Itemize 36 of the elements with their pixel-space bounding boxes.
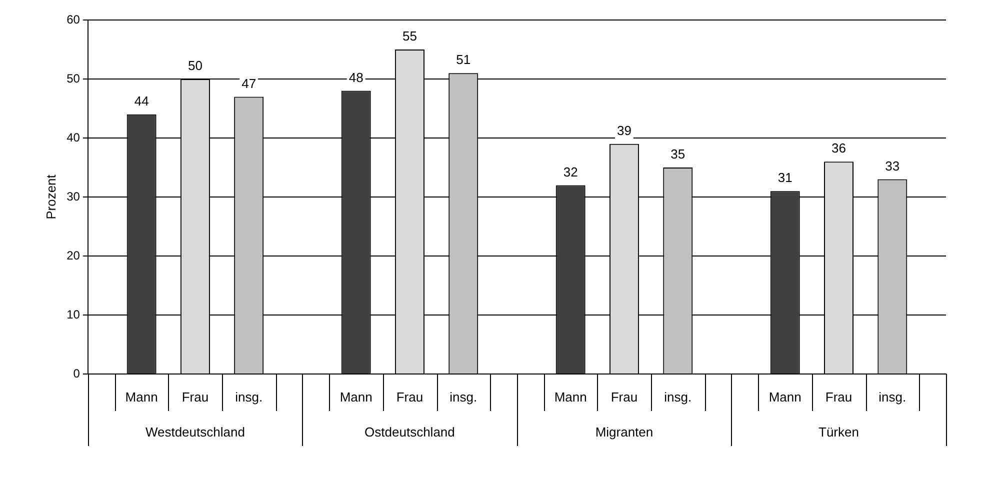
text: insg. <box>450 390 478 405</box>
text: Frau <box>825 390 852 405</box>
data-label: 55 <box>402 28 417 44</box>
x-tick-label: Westdeutschland <box>145 424 245 440</box>
y-tick-label: 20 <box>66 248 80 262</box>
data-label: 35 <box>670 146 686 162</box>
data-label: 47 <box>242 76 256 91</box>
text: insg. <box>664 390 692 405</box>
text: Mann <box>554 390 587 405</box>
data-label: 51 <box>456 52 471 68</box>
y-tick-label: 50 <box>66 71 80 86</box>
y-tick-label: 30 <box>66 189 80 204</box>
x-tick-label: Ostdeutschland <box>364 424 455 440</box>
y-tick-label: 60 <box>66 12 80 26</box>
y-tick-label: 10 <box>66 307 80 322</box>
series-label: Mann <box>340 390 372 405</box>
text: Frau <box>396 390 424 405</box>
series-label: Frau <box>182 390 209 405</box>
text: Mann <box>768 390 802 405</box>
data-label: 31 <box>778 170 792 186</box>
data-label: 50 <box>188 58 202 74</box>
x-tick-label: Migranten <box>595 424 654 440</box>
series-label: insg. <box>235 390 263 405</box>
text: Mann <box>125 390 158 405</box>
text: Frau <box>610 390 638 405</box>
data-label: 44 <box>134 93 149 108</box>
y-tick-label: 40 <box>66 130 80 144</box>
x-tick-label: Türken <box>818 424 859 440</box>
data-label: 36 <box>832 140 846 156</box>
y-axis-title: Prozent <box>43 174 58 220</box>
data-label: 32 <box>563 164 578 180</box>
text: insg. <box>878 390 906 405</box>
y-tick-label: 0 <box>73 366 80 380</box>
data-label: 33 <box>885 158 900 174</box>
data-label: 48 <box>348 70 364 85</box>
data-label: 39 <box>616 122 632 138</box>
